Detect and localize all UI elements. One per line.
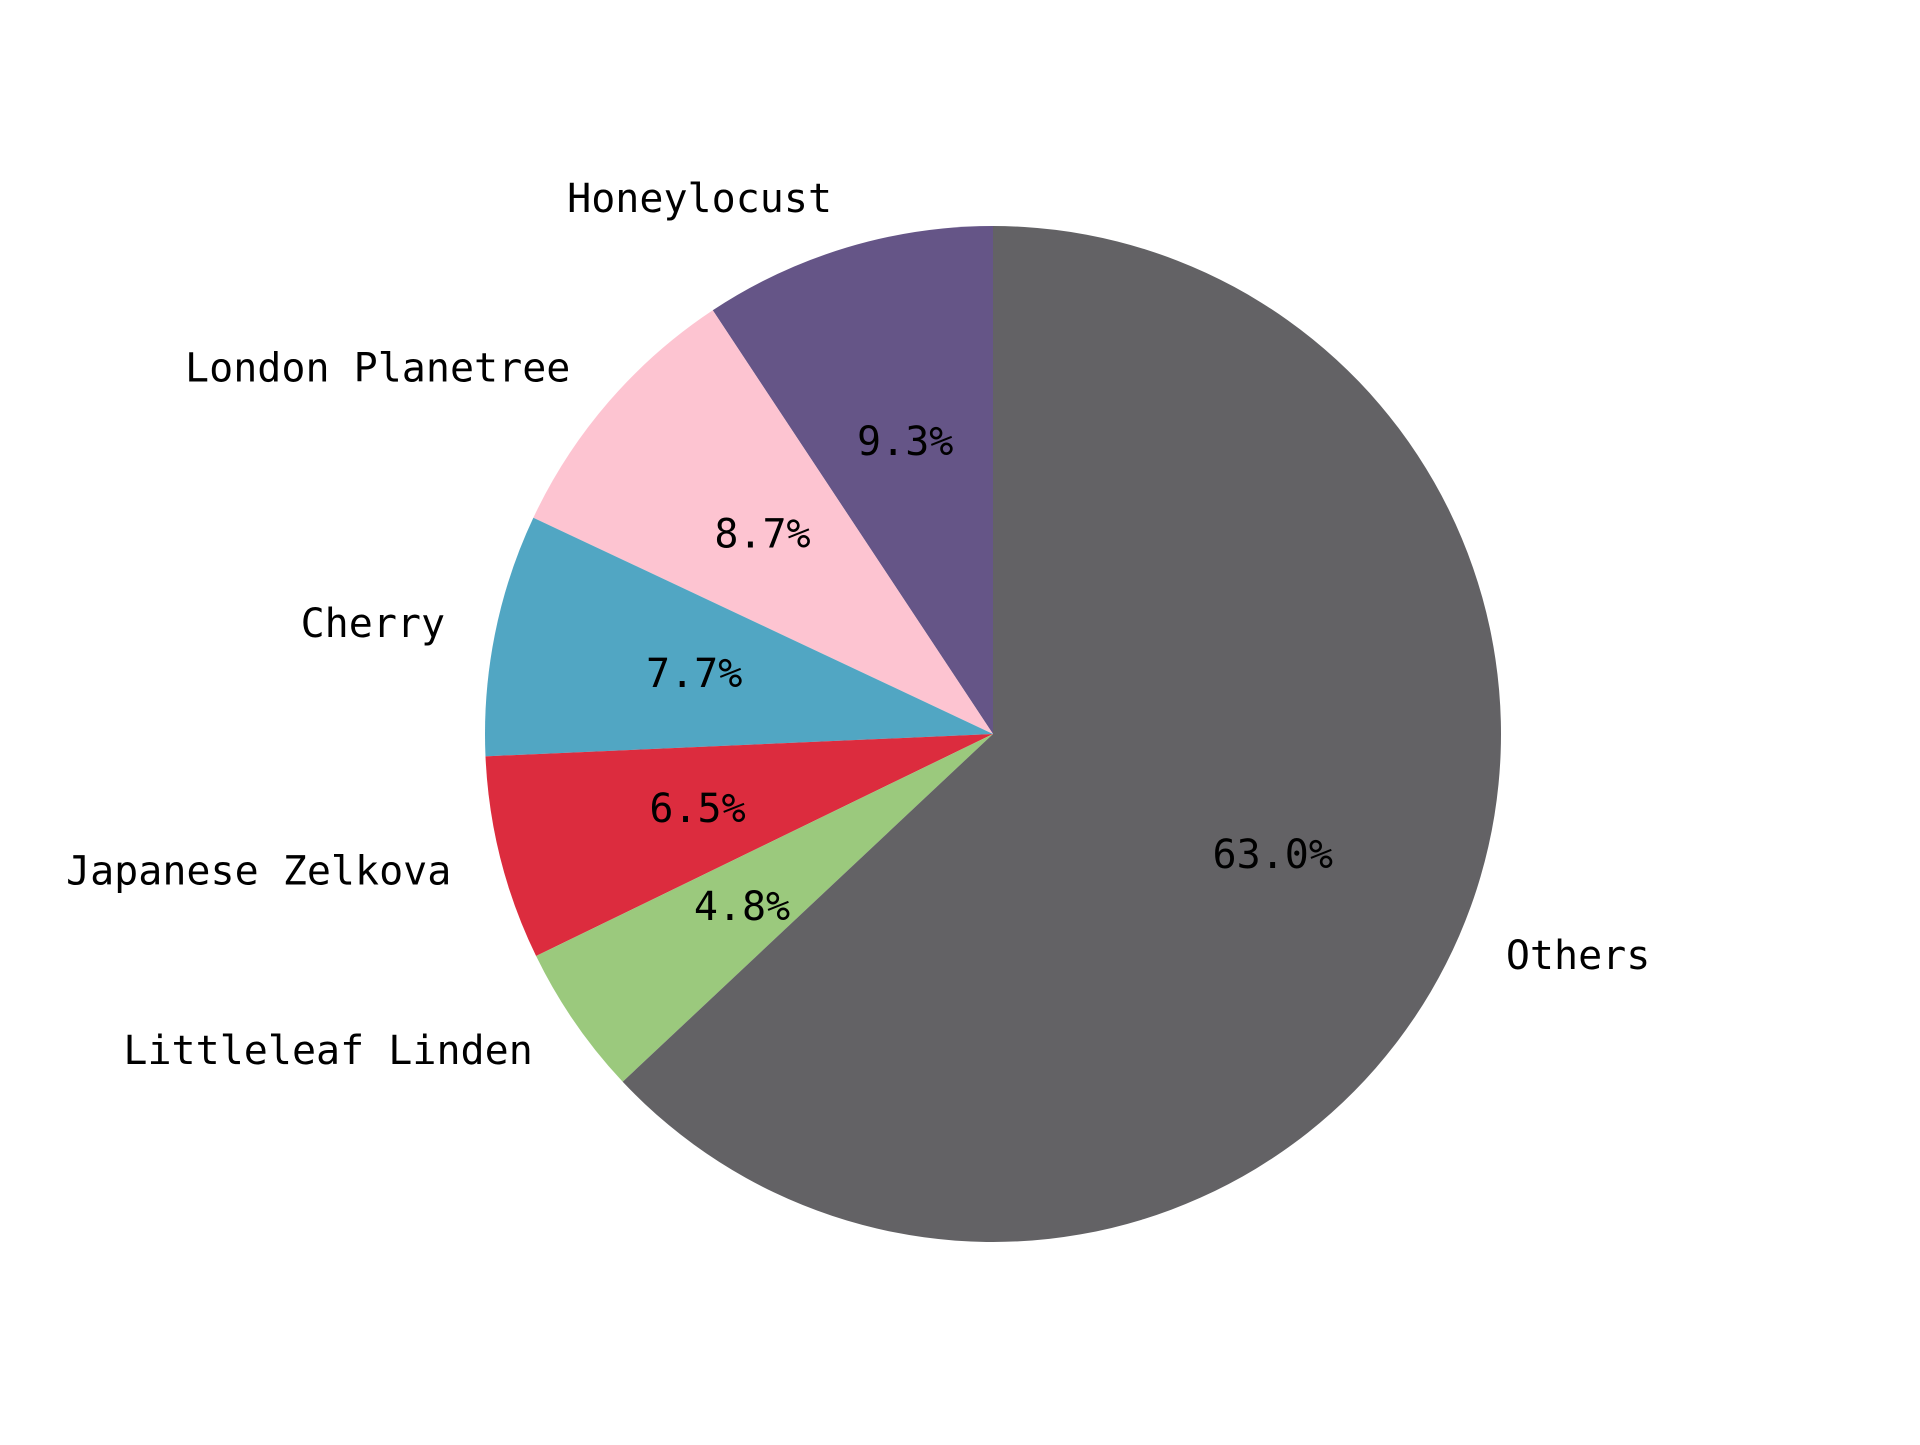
category-label-littleleaf-linden: Littleleaf Linden <box>123 1028 532 1074</box>
slices-layer <box>485 226 1501 1242</box>
percent-label-honeylocust: 9.3% <box>857 419 953 465</box>
pie-slice-others <box>622 226 1501 1242</box>
pie-slice-cherry <box>485 517 993 757</box>
pie-slice-littleleaf-linden <box>536 734 993 1082</box>
category-labels-layer: Honeylocust London Planetree Cherry Japanes… <box>66 176 1650 1074</box>
pie-slice-japanese-zelkova <box>485 734 993 957</box>
percent-label-littleleaf-linden: 4.8% <box>694 884 790 930</box>
percent-label-others: 63.0% <box>1213 832 1333 878</box>
category-label-japanese-zelkova: Japanese Zelkova <box>66 848 451 894</box>
percent-label-london-planetree: 8.7% <box>714 512 810 558</box>
category-label-honeylocust: Honeylocust <box>567 176 832 222</box>
pie-slice-london-planetree <box>533 310 993 734</box>
category-label-others: Others <box>1506 933 1651 979</box>
category-label-london-planetree: London Planetree <box>185 345 570 391</box>
pie-slice-honeylocust <box>712 226 993 734</box>
percent-label-japanese-zelkova: 6.5% <box>649 786 745 832</box>
percent-label-cherry: 7.7% <box>646 651 742 697</box>
category-label-cherry: Cherry <box>301 601 446 647</box>
percent-labels-layer: 9.3% 8.7% 7.7% 6.5% 4.8% 63.0% <box>646 419 1333 930</box>
